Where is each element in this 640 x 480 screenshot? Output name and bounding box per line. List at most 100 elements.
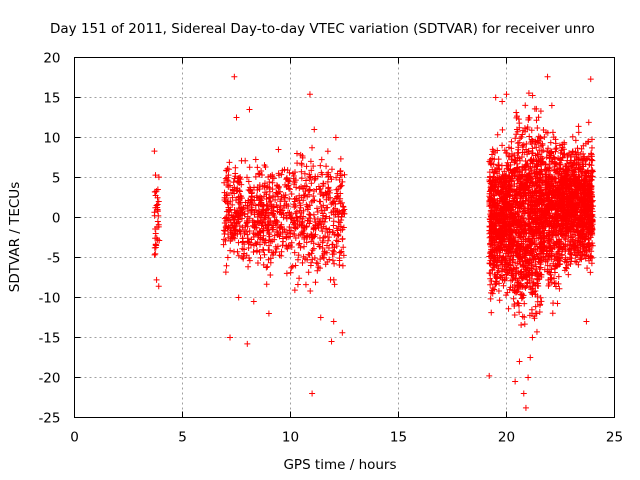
data-point — [270, 203, 277, 210]
data-point — [155, 221, 162, 228]
data-point — [277, 230, 284, 237]
data-point — [568, 157, 575, 164]
data-point — [487, 233, 494, 240]
data-point — [492, 281, 499, 288]
data-point — [240, 204, 247, 211]
data-point — [519, 233, 526, 240]
data-point — [543, 217, 550, 224]
data-point — [511, 172, 518, 179]
data-point — [538, 298, 545, 305]
data-point — [507, 210, 514, 217]
data-point — [551, 256, 558, 263]
data-point — [536, 229, 543, 236]
data-point — [513, 131, 520, 138]
data-point — [298, 168, 305, 175]
data-point — [252, 202, 259, 209]
data-point — [525, 187, 532, 194]
data-point — [567, 250, 574, 257]
data-point — [564, 232, 571, 239]
x-tick-label: 15 — [390, 430, 407, 446]
data-point — [267, 238, 274, 245]
data-point — [227, 229, 234, 236]
data-point — [246, 228, 253, 235]
data-point — [533, 181, 540, 188]
data-point — [535, 161, 542, 168]
data-point — [301, 224, 308, 231]
data-point — [582, 161, 589, 168]
data-point — [517, 135, 524, 142]
data-point — [516, 185, 523, 192]
data-point — [545, 176, 552, 183]
data-point — [582, 179, 589, 186]
data-point — [548, 197, 555, 204]
data-point — [543, 195, 550, 202]
data-point — [234, 178, 241, 185]
data-point — [487, 240, 494, 247]
data-point — [520, 127, 527, 134]
data-point — [322, 261, 329, 268]
data-point — [547, 202, 554, 209]
data-point — [565, 271, 572, 278]
data-point — [487, 202, 494, 209]
data-point — [487, 270, 494, 277]
data-point — [300, 207, 307, 214]
data-point — [520, 390, 527, 397]
data-point — [151, 209, 158, 216]
data-point — [241, 241, 248, 248]
data-point — [564, 224, 571, 231]
data-point — [500, 230, 507, 237]
y-tick-label: -10 — [38, 291, 60, 307]
data-point — [257, 254, 264, 261]
data-point — [227, 247, 234, 254]
data-point — [514, 150, 521, 157]
data-point — [494, 131, 501, 138]
data-point — [254, 186, 261, 193]
data-point — [519, 214, 526, 221]
data-point — [236, 212, 243, 219]
data-point — [492, 187, 499, 194]
data-point — [240, 246, 247, 253]
data-point — [331, 260, 338, 267]
data-point — [323, 225, 330, 232]
data-point — [246, 257, 253, 264]
data-point — [568, 255, 575, 262]
data-point — [314, 209, 321, 216]
data-point — [303, 239, 310, 246]
data-point — [269, 224, 276, 231]
data-point — [548, 102, 555, 109]
data-point — [298, 160, 305, 167]
data-point — [492, 271, 499, 278]
data-point — [331, 281, 338, 288]
data-point — [487, 275, 494, 282]
data-point — [520, 292, 527, 299]
data-point — [330, 318, 337, 325]
data-point — [510, 295, 517, 302]
data-point — [152, 250, 159, 257]
data-point — [589, 231, 596, 238]
data-point — [515, 300, 522, 307]
data-point — [504, 214, 511, 221]
data-point — [584, 193, 591, 200]
data-point — [563, 259, 570, 266]
data-point — [220, 236, 227, 243]
data-point — [564, 256, 571, 263]
data-point — [230, 248, 237, 255]
data-point — [293, 208, 300, 215]
data-point — [545, 167, 552, 174]
data-point — [574, 208, 581, 215]
data-point — [513, 109, 520, 116]
data-point — [223, 174, 230, 181]
data-point — [499, 98, 506, 105]
data-point — [265, 205, 272, 212]
data-point — [580, 150, 587, 157]
data-point — [572, 200, 579, 207]
data-point — [563, 166, 570, 173]
data-point — [578, 170, 585, 177]
data-point — [252, 173, 259, 180]
data-point — [260, 232, 267, 239]
data-point — [515, 116, 522, 123]
data-point — [581, 220, 588, 227]
data-point — [577, 254, 584, 261]
data-point — [562, 241, 569, 248]
data-point — [255, 232, 262, 239]
